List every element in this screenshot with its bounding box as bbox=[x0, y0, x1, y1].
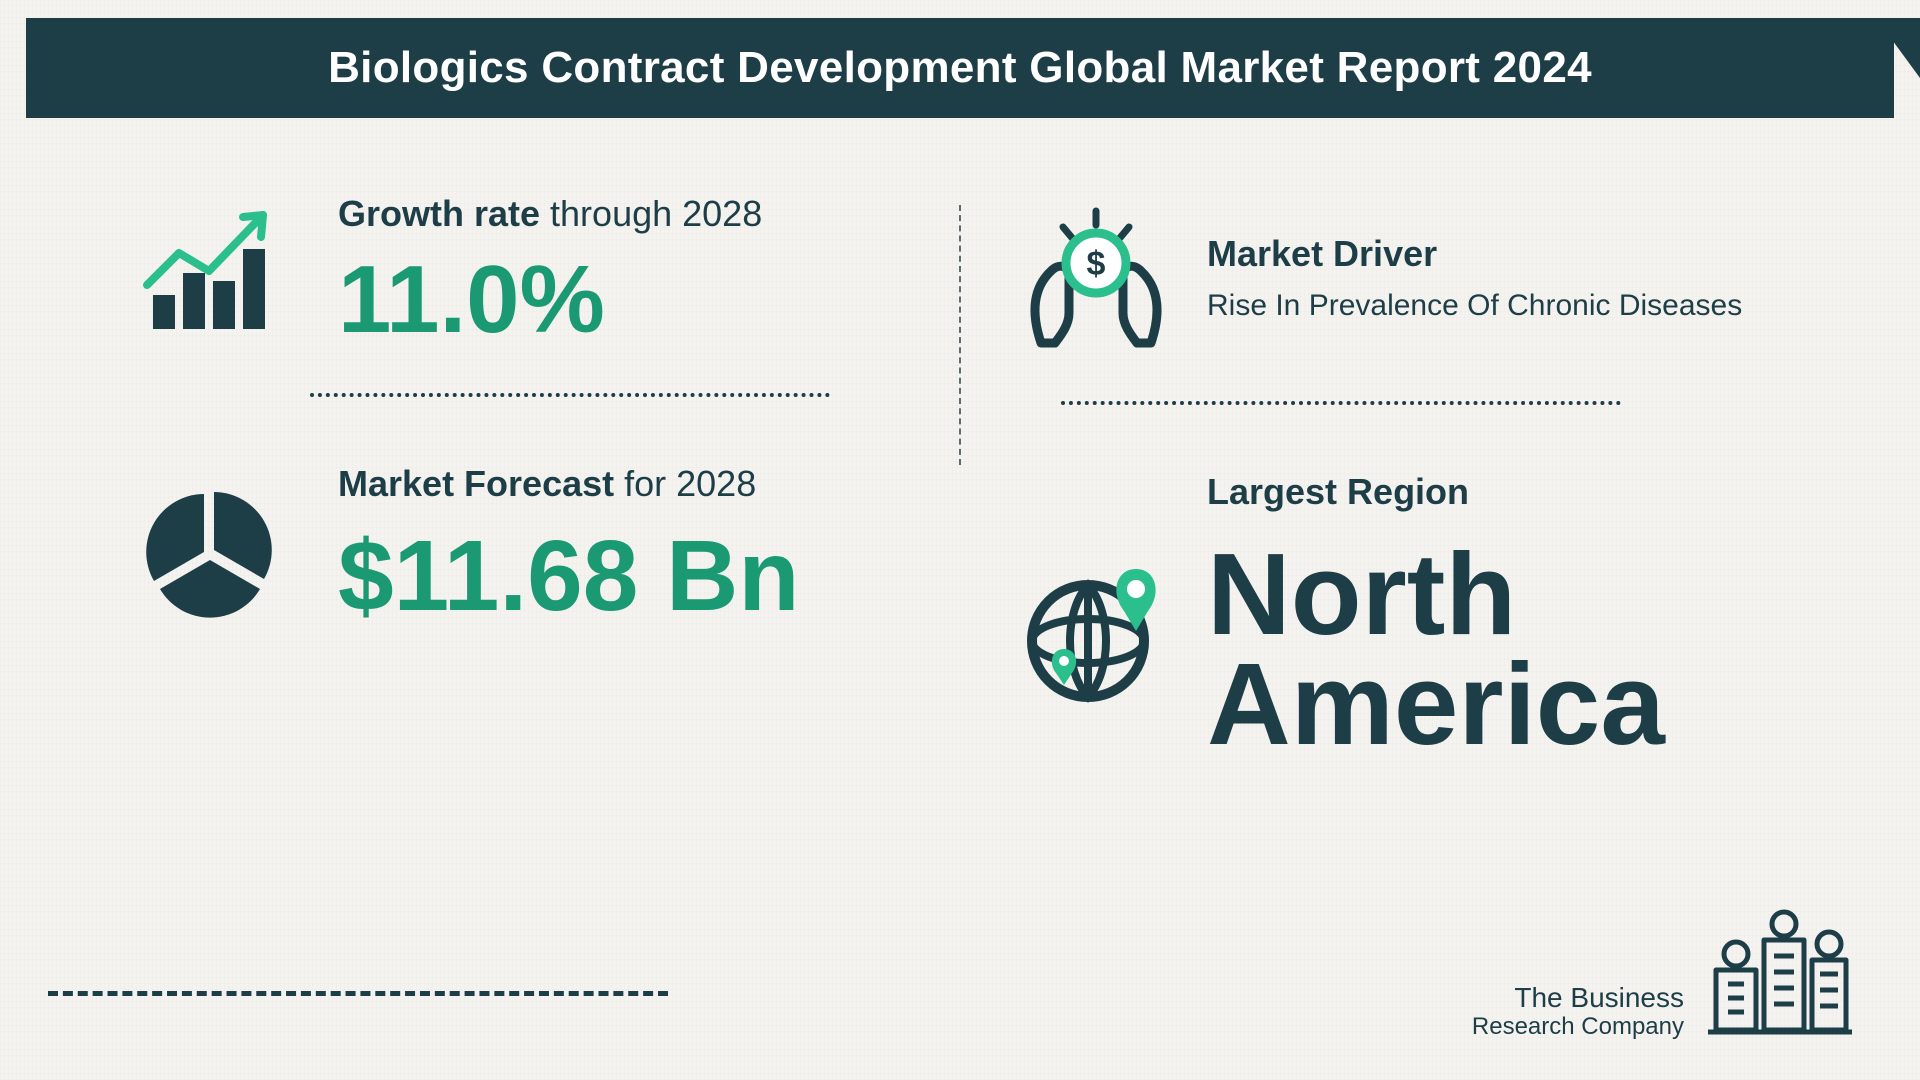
growth-label: Growth rate through 2028 bbox=[338, 193, 899, 235]
h-divider-left bbox=[310, 393, 830, 397]
hands-coin-icon: $ bbox=[1021, 193, 1171, 363]
bar-growth-icon bbox=[130, 199, 290, 349]
region-block: Largest Region North America bbox=[1021, 453, 1790, 787]
svg-text:$: $ bbox=[1087, 245, 1106, 283]
corner-triangle-decoration bbox=[1876, 18, 1920, 78]
title-bar: Biologics Contract Development Global Ma… bbox=[26, 18, 1894, 118]
globe-pins-icon bbox=[1021, 541, 1171, 711]
logo-buildings-icon bbox=[1704, 910, 1854, 1040]
right-column: $ Market Driver Rise In Prevalence Of Ch… bbox=[1021, 175, 1790, 787]
region-label: Largest Region bbox=[1207, 471, 1790, 513]
growth-value: 11.0% bbox=[338, 245, 899, 355]
growth-rate-block: Growth rate through 2028 11.0% bbox=[130, 175, 899, 383]
pie-chart-icon bbox=[130, 474, 290, 624]
page-title: Biologics Contract Development Global Ma… bbox=[328, 43, 1592, 93]
forecast-block: Market Forecast for 2028 $11.68 Bn bbox=[130, 445, 899, 662]
vertical-divider bbox=[959, 205, 961, 465]
logo-line1: The Business bbox=[1472, 983, 1684, 1014]
h-divider-right bbox=[1061, 401, 1621, 405]
left-column: Growth rate through 2028 11.0% Market Fo bbox=[130, 175, 899, 787]
main-grid: Growth rate through 2028 11.0% Market Fo bbox=[130, 175, 1790, 787]
logo-line2: Research Company bbox=[1472, 1014, 1684, 1040]
forecast-label: Market Forecast for 2028 bbox=[338, 463, 899, 505]
bottom-dash-rule bbox=[48, 991, 668, 996]
brand-logo: The Business Research Company bbox=[1472, 910, 1854, 1040]
driver-label: Market Driver bbox=[1207, 233, 1790, 275]
forecast-value: $11.68 Bn bbox=[338, 519, 899, 634]
driver-block: $ Market Driver Rise In Prevalence Of Ch… bbox=[1021, 175, 1790, 391]
region-value: North America bbox=[1207, 539, 1790, 759]
driver-sub: Rise In Prevalence Of Chronic Diseases bbox=[1207, 289, 1790, 323]
